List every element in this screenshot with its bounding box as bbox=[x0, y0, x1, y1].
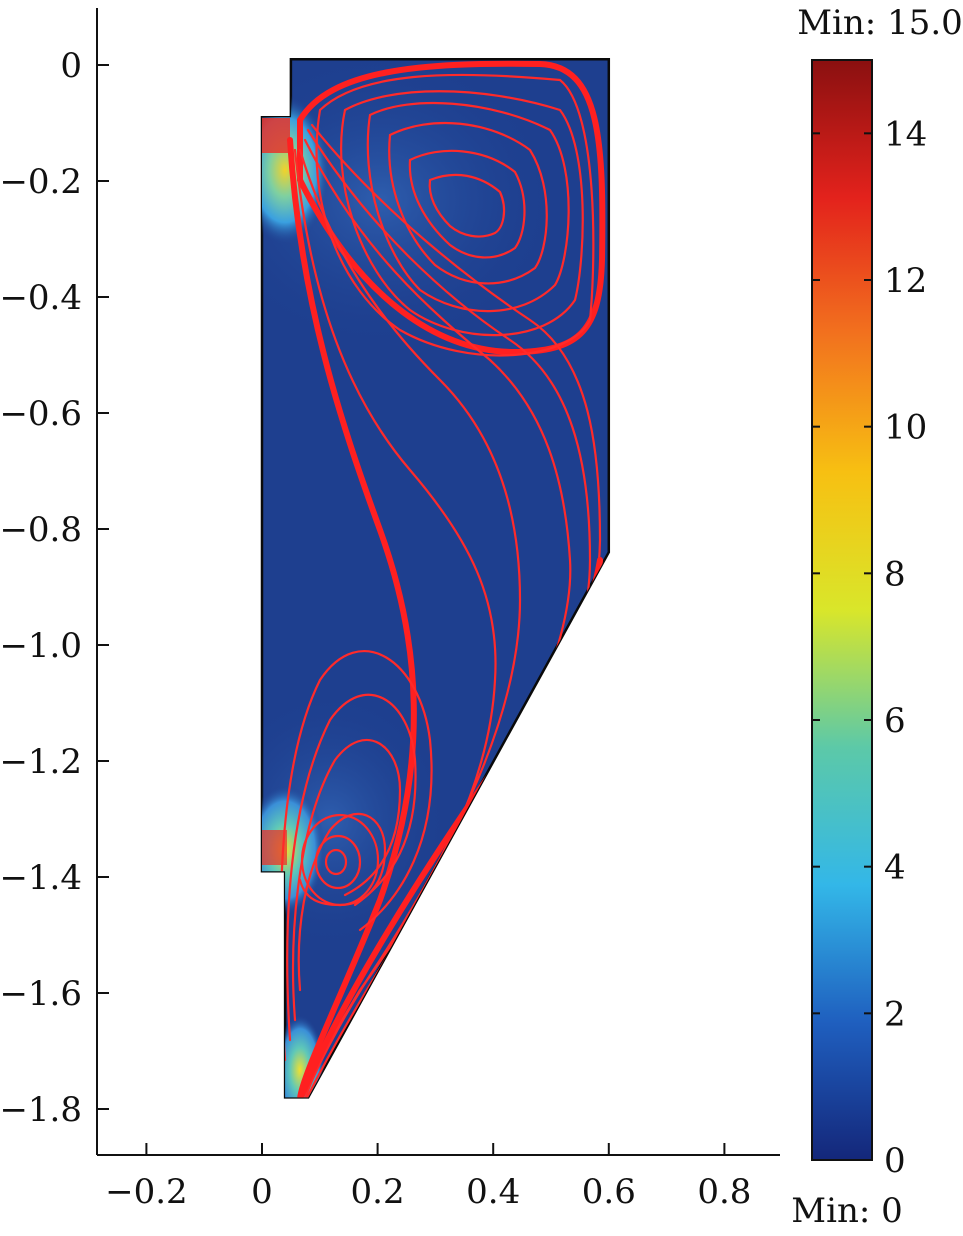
colorbar-tick-label: 14 bbox=[884, 114, 927, 154]
colorbar-rect bbox=[811, 59, 873, 1161]
streamline-top-6 bbox=[428, 173, 506, 238]
colorbar-tick-label: 2 bbox=[884, 994, 906, 1034]
x-tick-label: 0 bbox=[251, 1172, 273, 1212]
x-tick-label: 0.6 bbox=[582, 1172, 636, 1212]
colorbar-bottom-label: Min: 0 bbox=[791, 1191, 902, 1231]
streamline-top-1 bbox=[315, 73, 595, 357]
streamline-top-5 bbox=[408, 149, 526, 259]
streamline-bottom-core-3 bbox=[324, 848, 348, 876]
colorbar: 0 2 4 6 8 10 12 14 Min: 15.0 Min: 0 bbox=[791, 3, 963, 1231]
x-ticks: −0.2 0 0.2 0.4 0.6 0.8 bbox=[105, 1143, 751, 1212]
y-tick-label: −1.8 bbox=[0, 1090, 82, 1130]
colorbar-tick-label: 0 bbox=[884, 1141, 906, 1181]
x-tick-label: 0.2 bbox=[351, 1172, 405, 1212]
y-tick-label: −0.4 bbox=[0, 278, 82, 318]
y-tick-label: −1.6 bbox=[0, 974, 82, 1014]
streamline-bottom-core-2 bbox=[314, 834, 362, 890]
colorbar-tick-label: 8 bbox=[884, 554, 906, 594]
streamline-top-4 bbox=[388, 121, 548, 285]
colorbar-tick-label: 10 bbox=[884, 408, 927, 448]
axes: 0 −0.2 −0.4 −0.6 −0.8 −1.0 −1.2 −1.4 −1.6 −1.8 −0… bbox=[0, 8, 780, 1212]
x-tick-label: 0.8 bbox=[697, 1172, 751, 1212]
red-inlet-top bbox=[262, 118, 290, 153]
x-tick-label: 0.4 bbox=[466, 1172, 520, 1212]
colorbar-tick-label: 12 bbox=[884, 261, 927, 301]
streamline-bottom-3 bbox=[291, 738, 402, 1022]
streamline-main-1 bbox=[287, 137, 417, 1098]
colorbar-tick-label: 6 bbox=[884, 701, 906, 741]
x-tick-label: −0.2 bbox=[105, 1172, 188, 1212]
streamline-top-outer bbox=[297, 60, 606, 356]
y-tick-label: 0 bbox=[60, 46, 82, 86]
streamline-bottom-core-1 bbox=[300, 813, 380, 907]
streamline-top-2 bbox=[340, 90, 584, 337]
streamline-bottom-2 bbox=[286, 693, 417, 1042]
colorbar-ticks: 0 2 4 6 8 10 12 14 bbox=[812, 114, 927, 1181]
y-tick-label: −1.2 bbox=[0, 742, 82, 782]
colorbar-tick-label: 4 bbox=[884, 848, 906, 888]
colorbar-top-label: Min: 15.0 bbox=[797, 3, 963, 43]
y-tick-label: −0.8 bbox=[0, 510, 82, 550]
y-tick-label: −0.2 bbox=[0, 162, 82, 202]
hot-spot-outlet-bottom bbox=[275, 1015, 325, 1098]
streamline-main-6 bbox=[293, 148, 497, 1098]
y-ticks: 0 −0.2 −0.4 −0.6 −0.8 −1.0 −1.2 −1.4 −1.6 −1.8 bbox=[0, 46, 109, 1130]
streamline-top-3 bbox=[366, 101, 570, 313]
y-tick-label: −1.0 bbox=[0, 626, 82, 666]
y-tick-label: −1.4 bbox=[0, 858, 82, 898]
y-tick-label: −0.6 bbox=[0, 394, 82, 434]
